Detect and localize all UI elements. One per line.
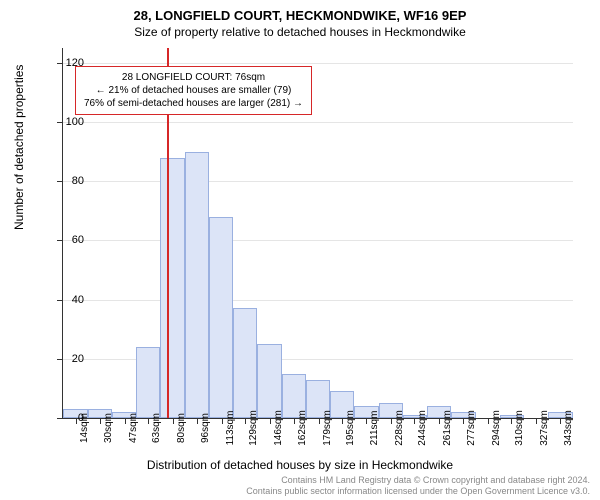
xtick-label: 244sqm [417,410,428,446]
chart-area: 28 LONGFIELD COURT: 76sqm← 21% of detach… [62,48,573,419]
xtick-label: 195sqm [345,410,356,446]
xtick [342,418,343,424]
histogram-bar [233,308,257,418]
xtick-label: 30sqm [103,413,114,443]
xtick [366,418,367,424]
ytick [57,418,63,419]
xtick [560,418,561,424]
footer-attribution: Contains HM Land Registry data © Crown c… [246,475,590,497]
ytick [57,181,63,182]
xtick [463,418,464,424]
histogram-bar [136,347,160,418]
annotation-box: 28 LONGFIELD COURT: 76sqm← 21% of detach… [75,66,312,115]
annotation-line: 28 LONGFIELD COURT: 76sqm [84,71,303,84]
xtick-label: 228sqm [394,410,405,446]
xtick [222,418,223,424]
ytick [57,359,63,360]
xtick [391,418,392,424]
xtick-label: 47sqm [128,413,139,443]
y-axis-label: Number of detached properties [12,65,26,230]
gridline [63,181,573,182]
xtick [488,418,489,424]
xtick [536,418,537,424]
xtick [148,418,149,424]
histogram-bar [185,152,209,418]
xtick [245,418,246,424]
xtick-label: 14sqm [79,413,90,443]
xtick-label: 146sqm [273,410,284,446]
xtick-label: 63sqm [151,413,162,443]
xtick-label: 261sqm [442,410,453,446]
ytick [57,240,63,241]
gridline [63,63,573,64]
xtick [439,418,440,424]
xtick [100,418,101,424]
title-main: 28, LONGFIELD COURT, HECKMONDWIKE, WF16 … [0,0,600,23]
xtick [125,418,126,424]
ytick-label: 20 [72,353,84,365]
ytick-label: 80 [72,175,84,187]
xtick-label: 162sqm [297,410,308,446]
ytick-label: 100 [66,116,84,128]
xtick [414,418,415,424]
ytick [57,122,63,123]
gridline [63,240,573,241]
annotation-line: ← 21% of detached houses are smaller (79… [84,84,303,97]
xtick [270,418,271,424]
gridline [63,300,573,301]
ytick-label: 40 [72,294,84,306]
xtick-label: 277sqm [466,410,477,446]
ytick [57,63,63,64]
xtick-label: 327sqm [539,410,550,446]
xtick-label: 294sqm [491,410,502,446]
xtick-label: 310sqm [514,410,525,446]
ytick-label: 60 [72,234,84,246]
xtick-label: 211sqm [369,411,380,446]
footer-line2: Contains public sector information licen… [246,486,590,497]
xtick [197,418,198,424]
x-axis-label: Distribution of detached houses by size … [0,458,600,472]
xtick-label: 113sqm [225,411,236,446]
xtick [511,418,512,424]
xtick [294,418,295,424]
histogram-bar [257,344,282,418]
histogram-bar [209,217,234,418]
gridline [63,122,573,123]
xtick-label: 343sqm [563,410,574,446]
xtick-label: 179sqm [322,410,333,446]
footer-line1: Contains HM Land Registry data © Crown c… [246,475,590,486]
xtick-label: 129sqm [248,410,259,446]
xtick-label: 80sqm [176,413,187,443]
ytick-label: 120 [66,57,84,69]
annotation-line: 76% of semi-detached houses are larger (… [84,97,303,110]
ytick [57,300,63,301]
histogram-bar [160,158,185,418]
chart-container: 28, LONGFIELD COURT, HECKMONDWIKE, WF16 … [0,0,600,500]
xtick [319,418,320,424]
xtick [173,418,174,424]
xtick-label: 96sqm [200,413,211,443]
title-sub: Size of property relative to detached ho… [0,23,600,39]
